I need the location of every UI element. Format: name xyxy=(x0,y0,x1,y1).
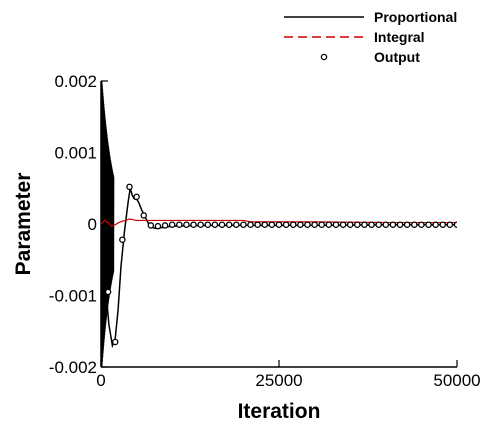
output-point xyxy=(126,183,133,191)
legend-label-proportional: Proportional xyxy=(374,9,457,25)
output-point xyxy=(446,221,454,228)
proportional-line xyxy=(101,188,457,349)
output-point xyxy=(240,221,247,228)
output-point xyxy=(133,193,140,201)
output-point xyxy=(161,222,169,229)
output-point xyxy=(197,221,204,228)
y-axis-label: Parameter xyxy=(12,173,35,276)
output-point xyxy=(183,221,190,228)
output-point xyxy=(318,221,325,228)
output-point xyxy=(425,221,432,228)
output-point xyxy=(119,236,126,243)
output-point xyxy=(346,221,354,228)
output-point xyxy=(368,221,375,228)
output-point xyxy=(289,221,297,228)
proportional-transient-line xyxy=(101,81,115,367)
output-point xyxy=(111,338,119,346)
output-point xyxy=(361,221,368,228)
legend: Proportional Integral Output xyxy=(284,9,457,65)
output-point xyxy=(389,221,397,228)
output-point xyxy=(411,221,418,228)
output-point xyxy=(453,221,457,228)
x-tick-label: 0 xyxy=(96,371,105,390)
output-point xyxy=(147,222,155,229)
output-point xyxy=(297,221,304,228)
output-point xyxy=(396,221,404,228)
output-point xyxy=(282,221,290,228)
output-point xyxy=(304,221,311,228)
output-point xyxy=(275,221,283,228)
y-tick-label: 0.002 xyxy=(54,72,97,91)
output-point xyxy=(325,221,333,228)
output-point xyxy=(403,221,411,228)
output-point xyxy=(233,221,240,228)
output-point xyxy=(104,288,112,296)
output-point xyxy=(354,221,361,228)
output-point xyxy=(176,221,183,228)
output-point xyxy=(261,221,269,228)
output-point xyxy=(168,221,176,228)
x-axis-label: Iteration xyxy=(238,400,321,423)
output-point xyxy=(225,221,233,228)
output-point xyxy=(382,221,390,228)
output-point xyxy=(190,221,197,228)
legend-label-output: Output xyxy=(374,49,420,65)
output-point xyxy=(154,222,162,230)
output-point xyxy=(211,221,219,228)
output-point xyxy=(254,221,261,228)
output-point xyxy=(311,221,318,228)
output-point xyxy=(375,221,382,228)
output-point xyxy=(247,221,254,228)
legend-marker-output xyxy=(320,53,328,61)
output-point xyxy=(339,221,347,228)
output-point xyxy=(218,221,226,228)
y-tick-label: 0 xyxy=(88,215,97,234)
output-point xyxy=(140,212,147,219)
output-point xyxy=(332,221,340,228)
output-point xyxy=(432,221,439,228)
integral-line xyxy=(101,218,457,227)
output-point xyxy=(439,221,447,228)
plot-area xyxy=(101,81,457,367)
y-tick-label: -0.002 xyxy=(49,358,97,377)
output-point xyxy=(268,221,276,228)
y-tick-label: 0.001 xyxy=(54,144,97,163)
x-tick-label: 50000 xyxy=(433,371,480,390)
x-tick-label: 25000 xyxy=(255,371,302,390)
axes: -0.002 -0.001 0 0.001 0.002 0 25000 50000 Iterat… xyxy=(12,72,481,423)
output-point xyxy=(204,221,212,228)
y-tick-label: -0.001 xyxy=(49,287,97,306)
plot-series-group xyxy=(101,81,457,367)
output-point xyxy=(418,221,425,228)
legend-label-integral: Integral xyxy=(374,29,425,45)
